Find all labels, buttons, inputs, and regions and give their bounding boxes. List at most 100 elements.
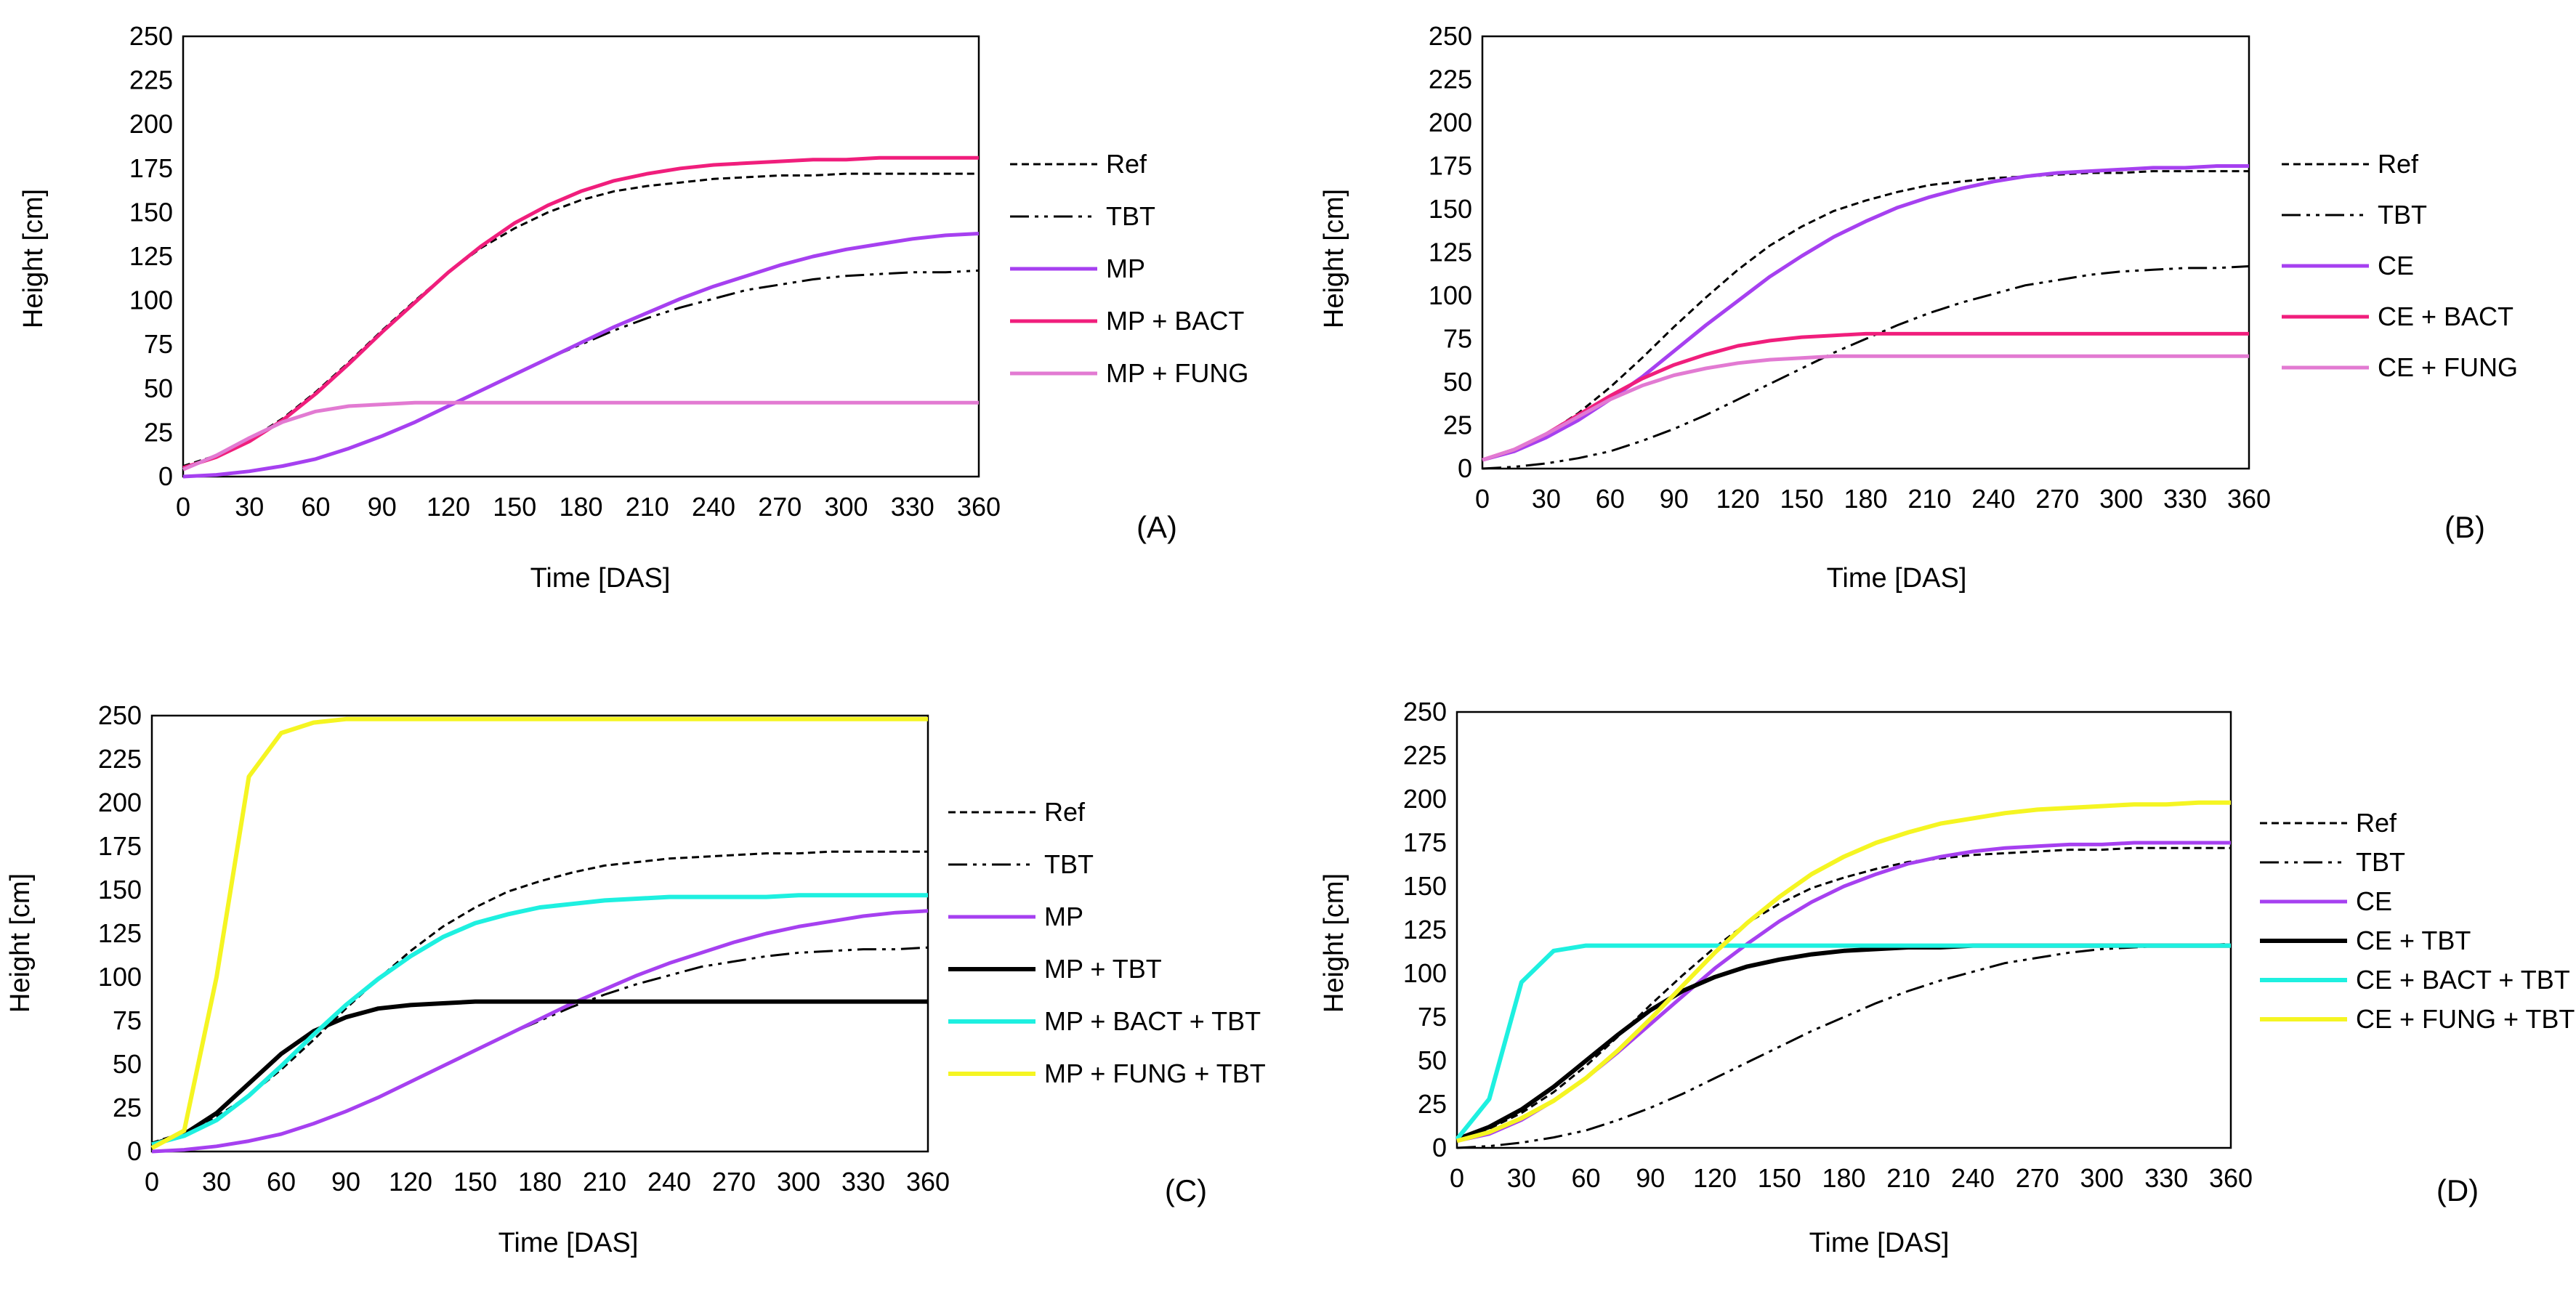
y-tick-label: 150 <box>98 875 142 904</box>
series-line-tbt <box>182 269 980 478</box>
y-tick-label: 200 <box>98 788 142 817</box>
legend-label-mp-tbt: MP + TBT <box>1044 954 1162 984</box>
series-line-mp <box>151 909 929 1154</box>
y-tick-label: 100 <box>1403 958 1447 988</box>
x-tick-label: 270 <box>2035 484 2079 514</box>
x-tick-label: 330 <box>2163 484 2207 514</box>
plot-area-frame <box>1455 711 2232 1149</box>
legend: Ref TBT CE CE + BACT CE + FUNG <box>2282 149 2518 382</box>
y-tick-label: 25 <box>113 1093 142 1122</box>
y-tick-label: 225 <box>1429 65 1472 94</box>
y-tick-label: 250 <box>98 700 142 730</box>
panel-d: 0 25 50 75 100 125 150 175 200 225 250 0 30 60 90 120 15… <box>1319 697 2575 1258</box>
legend-label-mp-fung-tbt: MP + FUNG + TBT <box>1044 1059 1266 1088</box>
x-tick-label: 150 <box>1758 1163 1801 1193</box>
y-tick-label: 225 <box>98 744 142 774</box>
legend-label-tbt: TBT <box>1044 849 1094 879</box>
y-axis-label: Height [cm] <box>18 189 49 328</box>
x-tick-label: 60 <box>301 492 330 522</box>
y-tick-label: 125 <box>129 241 173 271</box>
series-line-ce <box>1482 164 2249 462</box>
y-tick-label: 250 <box>129 21 173 51</box>
y-tick-label: 0 <box>158 461 173 491</box>
x-tick-label: 30 <box>1532 484 1561 514</box>
x-axis-label: Time [DAS] <box>530 563 671 594</box>
panel-label: (C) <box>1165 1173 1207 1207</box>
x-axis-label: Time [DAS] <box>1827 563 1967 594</box>
series-line-tbt <box>1456 942 2232 1149</box>
y-tick-label: 150 <box>1403 871 1447 901</box>
y-tick-label: 100 <box>129 286 173 315</box>
x-axis-label: Time [DAS] <box>498 1228 639 1258</box>
x-tick-label: 150 <box>1780 484 1824 514</box>
x-tick-label: 270 <box>712 1167 756 1197</box>
y-tick-label: 75 <box>113 1005 142 1035</box>
legend-label-mp: MP <box>1044 902 1083 931</box>
y-tick-label: 250 <box>1403 697 1447 727</box>
series-line-ref <box>182 172 979 467</box>
series-line-tbt <box>1482 265 2250 470</box>
y-tick-label: 175 <box>1403 827 1447 857</box>
x-tick-label: 120 <box>427 492 470 522</box>
x-tick-label: 90 <box>1660 484 1689 514</box>
y-tick-label: 50 <box>144 373 173 403</box>
legend-label-ref: Ref <box>2356 808 2397 838</box>
x-tick-label: 300 <box>2080 1163 2123 1193</box>
x-tick-label: 360 <box>957 492 1001 522</box>
y-tick-label: 25 <box>1418 1089 1447 1119</box>
series-line-ce-bact <box>1482 331 2249 462</box>
legend: Ref TBT CE CE + TBT CE + BACT + TBT CE + FUNG… <box>2260 808 2575 1034</box>
y-tick-label: 75 <box>1443 324 1472 354</box>
x-tick-label: 0 <box>145 1167 159 1197</box>
legend-label-tbt: TBT <box>2356 847 2405 877</box>
y-tick-label: 175 <box>129 153 173 183</box>
x-tick-label: 60 <box>267 1167 296 1197</box>
legend-label-ce-bact-tbt: CE + BACT + TBT <box>2356 965 2570 995</box>
x-tick-label: 210 <box>626 492 669 522</box>
x-tick-label: 330 <box>891 492 934 522</box>
x-tick-label: 300 <box>824 492 868 522</box>
y-tick-label: 100 <box>98 962 142 992</box>
y-tick-label: 25 <box>144 417 173 447</box>
legend: Ref TBT MP MP + TBT MP + BACT + TBT MP + FUNG… <box>948 797 1266 1088</box>
x-tick-label: 0 <box>1475 484 1490 514</box>
y-tick-label: 125 <box>98 918 142 948</box>
x-tick-label: 180 <box>518 1167 562 1197</box>
x-tick-label: 180 <box>559 492 602 522</box>
x-tick-label: 270 <box>2016 1163 2059 1193</box>
x-tick-label: 120 <box>1716 484 1760 514</box>
series-line-mp-bact-tbt <box>151 893 928 1147</box>
y-tick-label: 100 <box>1429 280 1472 310</box>
legend-label-ce-tbt: CE + TBT <box>2356 926 2471 955</box>
y-tick-label: 25 <box>1443 410 1472 440</box>
y-tick-label: 250 <box>1429 21 1472 51</box>
legend-label-tbt: TBT <box>2378 200 2427 230</box>
x-tick-label: 60 <box>1571 1163 1600 1193</box>
x-tick-label: 120 <box>389 1167 432 1197</box>
y-tick-label: 175 <box>98 831 142 861</box>
legend-label-mp-bact-tbt: MP + BACT + TBT <box>1044 1006 1261 1036</box>
legend-label-ref: Ref <box>1106 149 1147 179</box>
x-tick-label: 60 <box>1596 484 1625 514</box>
x-tick-label: 0 <box>1450 1163 1464 1193</box>
series-line-mp-bact <box>182 155 979 470</box>
y-tick-label: 125 <box>1429 238 1472 267</box>
x-tick-label: 0 <box>176 492 190 522</box>
y-tick-label: 225 <box>129 65 173 95</box>
series-line-mp-fung <box>182 400 979 472</box>
x-tick-label: 300 <box>777 1167 820 1197</box>
legend-label-ce: CE <box>2378 251 2414 280</box>
plot-area-frame <box>182 35 980 478</box>
x-tick-label: 240 <box>1951 1163 1995 1193</box>
x-axis-label: Time [DAS] <box>1809 1228 1950 1258</box>
y-tick-label: 50 <box>1443 367 1472 397</box>
x-tick-label: 300 <box>2099 484 2143 514</box>
x-tick-label: 210 <box>1907 484 1951 514</box>
series-line-mp <box>182 232 980 479</box>
y-tick-label: 125 <box>1403 915 1447 944</box>
series-line-ce-fung-tbt <box>1456 800 2231 1144</box>
y-tick-label: 150 <box>1429 194 1472 224</box>
legend-label-mp-bact: MP + BACT <box>1106 306 1244 336</box>
legend-label-ce: CE <box>2356 886 2392 916</box>
